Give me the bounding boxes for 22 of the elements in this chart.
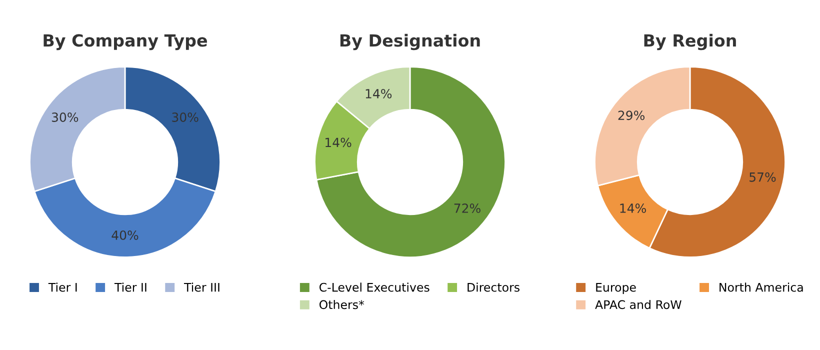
data-label: 57%: [750, 172, 776, 182]
chart-title: By Region: [644, 34, 736, 50]
data-label: 30%: [52, 112, 78, 122]
legend-label: APAC and RoW: [595, 300, 682, 310]
data-label: 14%: [326, 138, 352, 148]
chart-title: By Company Type: [44, 34, 207, 50]
data-label: 72%: [454, 204, 480, 213]
legend-label: Tier II: [114, 282, 146, 292]
chart-title: By Designation: [340, 34, 480, 50]
data-label: 14%: [366, 88, 392, 98]
legend-label: Europe: [596, 282, 636, 294]
legend-label: Tier I: [48, 282, 77, 292]
data-label: 30%: [172, 112, 198, 122]
legend-label: North America: [720, 282, 803, 292]
legend-label: Others*: [320, 300, 364, 310]
legend-label: Tier III: [184, 282, 220, 292]
data-label: 14%: [620, 204, 646, 213]
legend-label: C-Level Executives: [320, 282, 430, 292]
donut-slice: [316, 66, 506, 258]
legend-label: Directors: [468, 282, 520, 292]
data-label: 29%: [618, 110, 645, 120]
data-label: 40%: [112, 230, 138, 240]
